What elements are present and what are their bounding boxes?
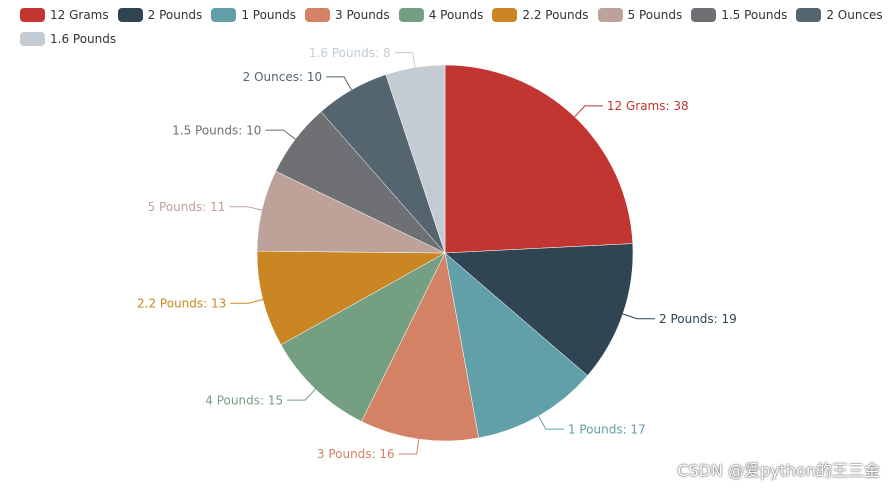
legend-item[interactable]: 2.2 Pounds: [492, 6, 589, 24]
label-leader-line: [326, 76, 352, 91]
legend-label: 12 Grams: [50, 8, 109, 22]
legend-item[interactable]: 1.6 Pounds: [20, 30, 116, 48]
label-leader-line: [538, 415, 564, 430]
legend-label: 2 Pounds: [147, 8, 203, 22]
legend-item[interactable]: 1 Pounds: [211, 6, 296, 24]
data-label: 1.6 Pounds: 8: [309, 46, 391, 60]
data-label: 2 Pounds: 19: [659, 312, 737, 326]
legend-item[interactable]: 12 Grams: [20, 6, 109, 24]
legend-swatch: [20, 32, 45, 46]
legend-label: 1.5 Pounds: [721, 8, 788, 22]
legend-label: 5 Pounds: [627, 8, 683, 22]
data-label: 12 Grams: 38: [607, 99, 689, 113]
pie-slice[interactable]: [256, 250, 446, 346]
label-leader-line: [574, 105, 603, 118]
pie-slice[interactable]: [385, 64, 446, 254]
label-leader-line: [230, 299, 264, 304]
label-leader-line: [398, 439, 420, 455]
legend-swatch: [398, 8, 424, 22]
legend-item[interactable]: 4 Pounds: [398, 6, 484, 24]
data-label: 1.5 Pounds: 10: [172, 123, 261, 137]
watermark: CSDN @爱python的王三金: [677, 461, 880, 480]
legend-swatch: [597, 8, 623, 22]
legend-item[interactable]: 3 Pounds: [305, 6, 390, 24]
data-label: 3 Pounds: 16: [317, 447, 395, 461]
legend-swatch: [691, 8, 717, 22]
legend-swatch: [492, 8, 518, 22]
legend-label: 1 Pounds: [241, 8, 296, 22]
legend-item[interactable]: 2 Ounces: [796, 6, 883, 24]
legend-swatch: [211, 8, 237, 22]
data-label: 5 Pounds: 11: [148, 200, 226, 214]
legend-label: 2 Ounces: [826, 8, 883, 22]
label-leader-line: [287, 388, 316, 401]
label-leader-line: [394, 52, 416, 68]
legend-label: 4 Pounds: [428, 8, 484, 22]
pie-slice[interactable]: [280, 252, 446, 422]
chart-legend: 12 Grams 2 Pounds 1 Pounds 3 Pounds 4 Pounds…: [20, 6, 890, 48]
label-leader-line: [265, 129, 296, 140]
data-label: 2.2 Pounds: 13: [137, 296, 226, 310]
pie-slice[interactable]: [444, 243, 634, 376]
data-label: 4 Pounds: 15: [205, 393, 283, 407]
label-leader-line: [229, 206, 263, 211]
legend-swatch: [305, 8, 330, 22]
legend-item[interactable]: 2 Pounds: [117, 6, 203, 24]
legend-label: 1.6 Pounds: [50, 32, 117, 46]
pie-slice[interactable]: [361, 252, 479, 442]
label-leader-line: [622, 313, 655, 320]
data-label: 2 Ounces: 10: [243, 70, 322, 84]
data-label: 1 Pounds: 17: [568, 422, 646, 436]
legend-item[interactable]: 1.5 Pounds: [691, 6, 787, 24]
legend-item[interactable]: 5 Pounds: [597, 6, 683, 24]
legend-label: 3 Pounds: [335, 8, 390, 22]
pie-slice[interactable]: [444, 64, 634, 254]
legend-swatch: [20, 8, 45, 22]
legend-label: 2.2 Pounds: [522, 8, 589, 22]
legend-swatch: [117, 8, 143, 22]
legend-swatch: [796, 8, 822, 22]
